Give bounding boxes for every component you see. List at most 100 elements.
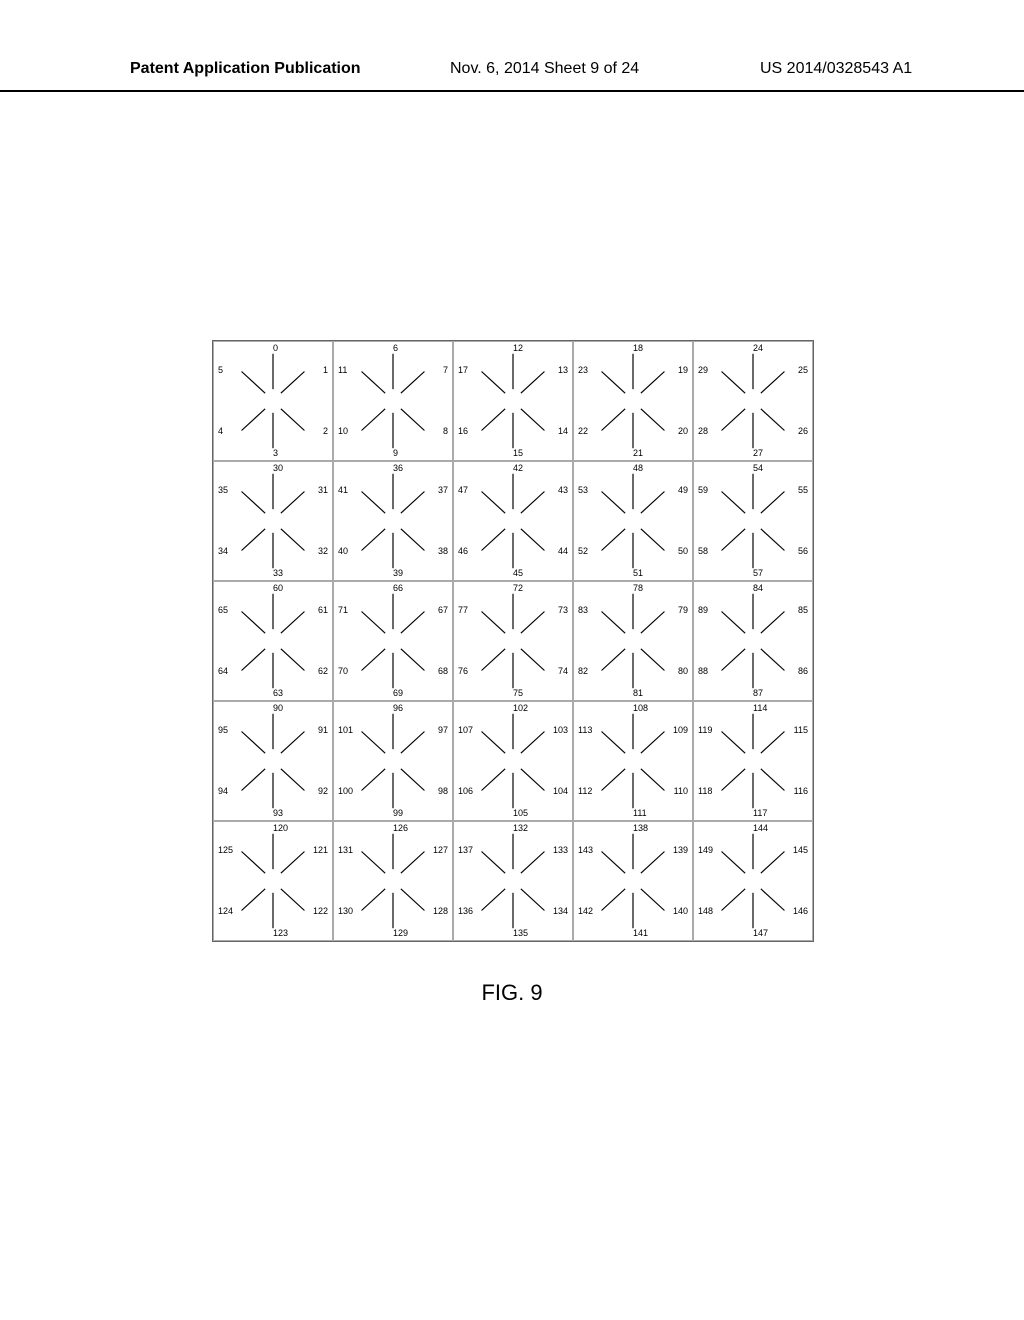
direction-index: 37 xyxy=(438,486,448,495)
direction-index: 13 xyxy=(558,366,568,375)
direction-index: 47 xyxy=(458,486,468,495)
direction-index: 50 xyxy=(678,547,688,556)
direction-index: 48 xyxy=(633,464,643,473)
direction-index: 121 xyxy=(313,846,328,855)
direction-index: 100 xyxy=(338,787,353,796)
direction-index: 106 xyxy=(458,787,473,796)
direction-index: 22 xyxy=(578,427,588,436)
direction-cell: 138139140141142143 xyxy=(573,821,693,941)
direction-index: 141 xyxy=(633,929,648,938)
direction-index: 88 xyxy=(698,667,708,676)
direction-index: 15 xyxy=(513,449,523,458)
direction-index: 78 xyxy=(633,584,643,593)
direction-index: 24 xyxy=(753,344,763,353)
page-header: Patent Application Publication Nov. 6, 2… xyxy=(0,60,1024,92)
direction-cell: 909192939495 xyxy=(213,701,333,821)
direction-index: 18 xyxy=(633,344,643,353)
direction-cell: 120121122123124125 xyxy=(213,821,333,941)
direction-index: 137 xyxy=(458,846,473,855)
direction-cell: 484950515253 xyxy=(573,461,693,581)
direction-index: 128 xyxy=(433,907,448,916)
direction-index: 55 xyxy=(798,486,808,495)
direction-index: 129 xyxy=(393,929,408,938)
direction-index: 91 xyxy=(318,726,328,735)
direction-index: 28 xyxy=(698,427,708,436)
direction-index: 139 xyxy=(673,846,688,855)
direction-index: 82 xyxy=(578,667,588,676)
direction-index: 126 xyxy=(393,824,408,833)
direction-index: 10 xyxy=(338,427,348,436)
direction-index: 43 xyxy=(558,486,568,495)
direction-cell: 424344454647 xyxy=(453,461,573,581)
direction-index: 102 xyxy=(513,704,528,713)
direction-index: 127 xyxy=(433,846,448,855)
direction-index: 71 xyxy=(338,606,348,615)
direction-index: 89 xyxy=(698,606,708,615)
direction-index: 109 xyxy=(673,726,688,735)
direction-index: 23 xyxy=(578,366,588,375)
direction-index: 84 xyxy=(753,584,763,593)
direction-index: 60 xyxy=(273,584,283,593)
direction-cell: 67891011 xyxy=(333,341,453,461)
direction-cell: 102103104105106107 xyxy=(453,701,573,821)
direction-cell: 108109110111112113 xyxy=(573,701,693,821)
header-publication: Patent Application Publication xyxy=(130,60,361,78)
direction-index: 119 xyxy=(698,726,712,735)
direction-index: 59 xyxy=(698,486,708,495)
direction-index: 85 xyxy=(798,606,808,615)
direction-index: 76 xyxy=(458,667,468,676)
direction-index: 118 xyxy=(698,787,712,796)
direction-index: 75 xyxy=(513,689,523,698)
direction-index: 142 xyxy=(578,907,593,916)
direction-index: 67 xyxy=(438,606,448,615)
direction-index: 4 xyxy=(218,427,223,436)
direction-index: 94 xyxy=(218,787,228,796)
direction-index: 34 xyxy=(218,547,228,556)
direction-index: 101 xyxy=(338,726,353,735)
direction-index: 108 xyxy=(633,704,648,713)
direction-index: 107 xyxy=(458,726,473,735)
direction-index: 27 xyxy=(753,449,763,458)
direction-index: 26 xyxy=(798,427,808,436)
direction-index: 21 xyxy=(633,449,643,458)
direction-index: 45 xyxy=(513,569,523,578)
direction-index: 148 xyxy=(698,907,713,916)
direction-index: 111 xyxy=(633,809,647,818)
direction-index: 113 xyxy=(578,726,592,735)
direction-index: 33 xyxy=(273,569,283,578)
direction-index: 98 xyxy=(438,787,448,796)
direction-index: 81 xyxy=(633,689,643,698)
direction-index: 74 xyxy=(558,667,568,676)
direction-index: 93 xyxy=(273,809,283,818)
direction-index: 110 xyxy=(674,787,688,796)
direction-index: 143 xyxy=(578,846,593,855)
direction-cell: 787980818283 xyxy=(573,581,693,701)
direction-index: 40 xyxy=(338,547,348,556)
direction-index: 114 xyxy=(753,704,767,713)
direction-index: 17 xyxy=(458,366,468,375)
direction-cell: 114115116117118119 xyxy=(693,701,813,821)
direction-index: 57 xyxy=(753,569,763,578)
direction-index: 145 xyxy=(793,846,808,855)
direction-index: 58 xyxy=(698,547,708,556)
direction-cell: 132133134135136137 xyxy=(453,821,573,941)
direction-index: 87 xyxy=(753,689,763,698)
direction-index: 56 xyxy=(798,547,808,556)
direction-index: 19 xyxy=(678,366,688,375)
direction-index: 96 xyxy=(393,704,403,713)
direction-index: 62 xyxy=(318,667,328,676)
direction-cell: 606162636465 xyxy=(213,581,333,701)
direction-cell: 181920212223 xyxy=(573,341,693,461)
direction-index: 32 xyxy=(318,547,328,556)
direction-index: 12 xyxy=(513,344,523,353)
direction-index: 68 xyxy=(438,667,448,676)
direction-index: 83 xyxy=(578,606,588,615)
direction-index: 29 xyxy=(698,366,708,375)
direction-index: 86 xyxy=(798,667,808,676)
direction-index: 131 xyxy=(338,846,353,855)
direction-index: 8 xyxy=(443,427,448,436)
direction-index: 36 xyxy=(393,464,403,473)
direction-index: 54 xyxy=(753,464,763,473)
direction-index: 42 xyxy=(513,464,523,473)
direction-index: 16 xyxy=(458,427,468,436)
